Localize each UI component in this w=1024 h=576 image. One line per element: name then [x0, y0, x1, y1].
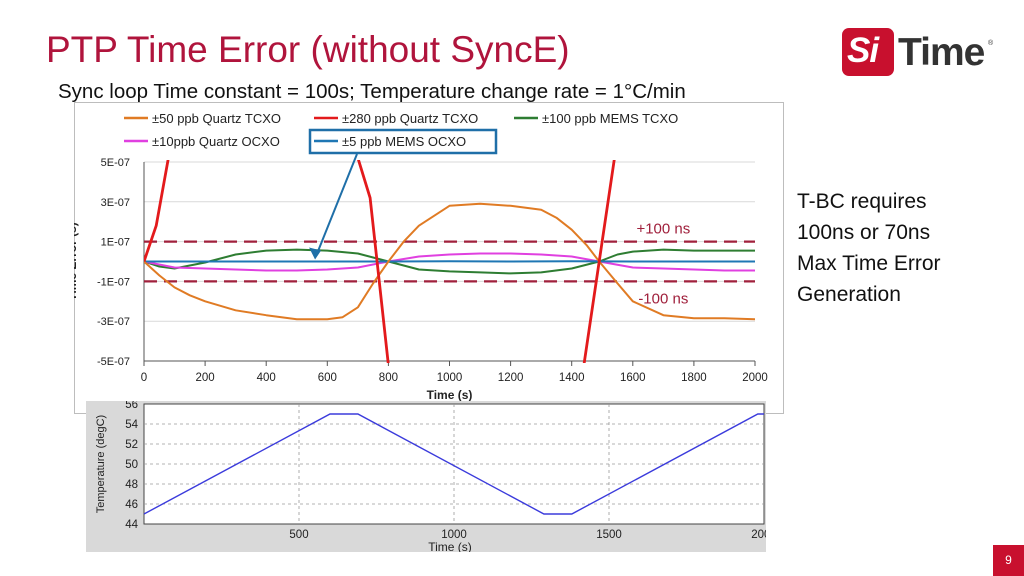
x-tick-label: 1000	[437, 372, 463, 384]
legend-label: ±280 ppb Quartz TCXO	[342, 111, 478, 126]
y-tick-label: 1E-07	[101, 237, 130, 249]
x-tick-label: 400	[257, 372, 276, 384]
logo-si-text: Si	[847, 31, 879, 70]
x-tick-label: 2000	[742, 372, 768, 384]
x-tick-label: 1200	[498, 372, 524, 384]
side-note: T-BC requires 100ns or 70ns Max Time Err…	[797, 186, 941, 310]
threshold-label-lower: -100 ns	[638, 290, 688, 307]
threshold-label-upper: +100 ns	[636, 221, 690, 238]
side-note-line: 100ns or 70ns	[797, 221, 931, 244]
x-tick-label: 800	[379, 372, 398, 384]
side-note-line: Generation	[797, 283, 901, 306]
x-tick-label: 200	[196, 372, 215, 384]
y-tick-label: -3E-07	[97, 316, 130, 328]
logo-registered-mark: ®	[988, 40, 994, 47]
y-axis-label: Time Error (s)	[74, 222, 79, 300]
y-tick-label: 48	[125, 479, 138, 491]
x-tick-label: 1000	[441, 529, 467, 541]
legend-label: ±10ppb Quartz OCXO	[152, 134, 280, 149]
time-error-chart: 5E-07 3E-07 1E-07 -1E-07 -3E-07 -5E-07 0 200 400…	[74, 102, 784, 414]
x-tick-label: 1800	[681, 372, 707, 384]
logo-time-text: Time	[898, 31, 985, 74]
y-tick-label: 46	[125, 499, 138, 511]
slide-subtitle: Sync loop Time constant = 100s; Temperat…	[58, 80, 686, 103]
annotation-arrow	[316, 153, 358, 254]
series-line	[144, 248, 755, 275]
page-number: 9	[993, 545, 1024, 576]
x-tick-label: 1500	[596, 529, 622, 541]
y-tick-label: -1E-07	[97, 276, 130, 288]
x-tick-label: 1600	[620, 372, 646, 384]
series-line	[144, 160, 616, 363]
side-note-line: T-BC requires	[797, 190, 927, 213]
y-tick-label: 52	[125, 439, 138, 451]
x-axis-label: Time (s)	[428, 540, 472, 552]
x-axis-label: Time (s)	[427, 388, 473, 402]
series-line	[143, 413, 764, 515]
annotation-arrowhead	[309, 247, 322, 260]
side-note-line: Max Time Error	[797, 252, 941, 275]
legend-label: ±5 ppb MEMS OCXO	[342, 134, 466, 149]
x-tick-label: 0	[141, 372, 147, 384]
x-tick-label: 1400	[559, 372, 585, 384]
y-tick-label: -5E-07	[97, 356, 130, 368]
y-tick-label: 3E-07	[101, 197, 130, 209]
series-line	[144, 252, 755, 272]
y-tick-label: 50	[125, 459, 138, 471]
x-tick-label: 2000	[751, 529, 766, 541]
y-tick-label: 5E-07	[101, 157, 130, 169]
y-tick-label: 56	[125, 401, 138, 411]
y-tick-label: 54	[125, 419, 138, 431]
slide-title: PTP Time Error (without SyncE)	[46, 29, 570, 70]
legend-label: ±50 ppb Quartz TCXO	[152, 111, 281, 126]
y-axis-label: Temperature (degC)	[95, 415, 107, 513]
x-tick-label: 600	[318, 372, 337, 384]
chart-frame	[74, 102, 784, 414]
y-tick-label: 44	[125, 519, 138, 531]
logo-red-box	[842, 28, 894, 76]
legend-highlight-box	[308, 128, 498, 155]
temperature-chart: 44 46 48 50 52 54 56 500 1000 1500 2000 Time (s) Tem…	[86, 401, 766, 552]
legend-label: ±100 ppb MEMS TCXO	[542, 111, 678, 126]
x-tick-label: 500	[289, 529, 308, 541]
series-line	[144, 202, 755, 321]
